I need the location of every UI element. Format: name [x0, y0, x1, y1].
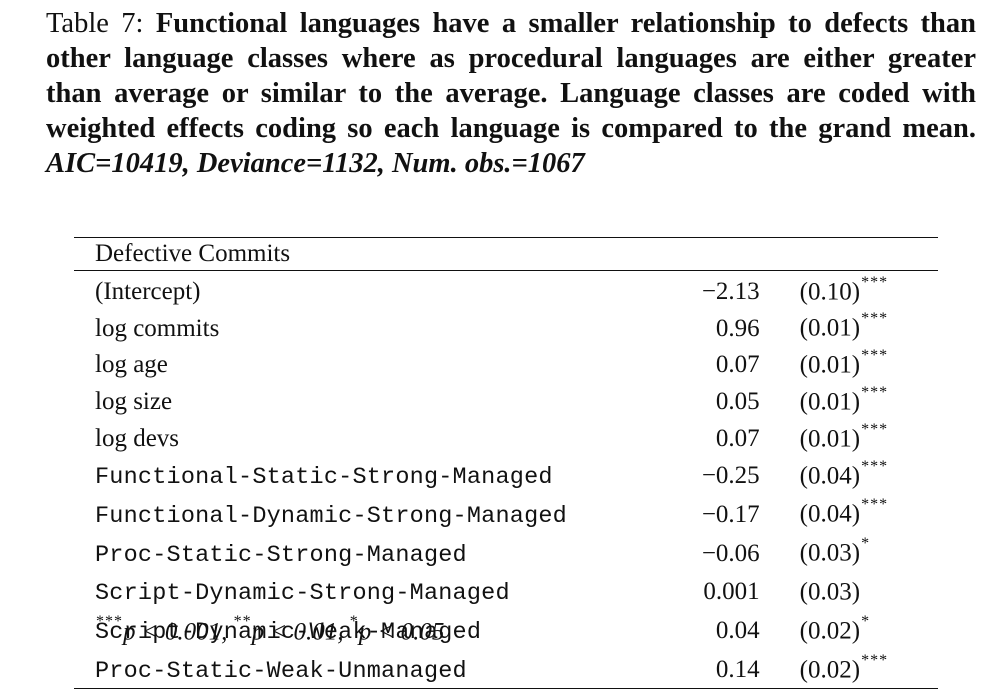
row-standard-error-cell: (0.10)***	[800, 270, 938, 307]
row-coefficient: 0.07	[715, 351, 760, 379]
row-coefficient: −0.17	[701, 500, 760, 528]
table-row: log size 0.05 (0.01)***	[74, 381, 938, 418]
footnote-text-3: p < 0.05	[358, 618, 445, 646]
table-header: Defective Commits	[74, 237, 938, 271]
row-coefficient: 0.04	[715, 617, 760, 645]
row-significance-stars: *	[861, 535, 871, 553]
row-term: (Intercept)	[95, 277, 201, 305]
table-caption: Table 7: Functional languages have a sma…	[46, 6, 976, 181]
row-term: Proc-Static-Strong-Managed	[95, 541, 467, 569]
row-term: Functional-Static-Strong-Managed	[95, 463, 553, 491]
row-significance-stars: ***	[861, 310, 889, 328]
table-row: log age 0.07 (0.01)***	[74, 344, 938, 381]
significance-footnote: ***p < 0.001, **p < 0.01, *p < 0.05	[96, 611, 444, 647]
footnote-stars-2: **	[233, 613, 252, 630]
row-significance-stars: ***	[861, 457, 889, 475]
row-significance-stars: ***	[861, 347, 889, 365]
footnote-stars-1: ***	[96, 613, 123, 630]
row-standard-error-cell: (0.02)*	[800, 610, 938, 649]
row-standard-error: (0.03)	[799, 578, 861, 606]
row-standard-error-cell: (0.01)***	[800, 418, 938, 455]
row-significance-stars: ***	[861, 383, 889, 401]
row-significance-stars: ***	[861, 496, 889, 514]
table-header-row: Defective Commits	[74, 237, 938, 271]
table-row: Proc-Static-Strong-Managed −0.06 (0.03)*	[74, 532, 938, 571]
row-coefficient: 0.14	[646, 648, 800, 689]
footnote-stars-3: *	[349, 613, 359, 630]
row-term: Proc-Static-Weak-Unmanaged	[74, 648, 647, 689]
row-term: log devs	[95, 425, 180, 453]
row-standard-error: (0.04)	[799, 500, 861, 528]
caption-label: Table 7:	[46, 8, 144, 39]
row-standard-error-cell: (0.01)***	[800, 344, 938, 381]
row-significance-stars: *	[861, 612, 871, 630]
row-term: Script-Dynamic-Weak-Managed	[95, 619, 482, 647]
caption-text: Functional languages have a smaller rela…	[46, 8, 976, 144]
table-row: (Intercept) −2.13 (0.10)***	[74, 270, 938, 307]
row-significance-stars: ***	[861, 651, 889, 669]
table-row: Functional-Static-Strong-Managed −0.25 (0.…	[74, 455, 938, 494]
row-standard-error: (0.04)	[799, 461, 861, 489]
footnote-text-2: p < 0.01,	[251, 618, 350, 646]
row-coefficient: 0.07	[715, 425, 760, 453]
row-standard-error: (0.03)	[799, 539, 861, 567]
row-standard-error-cell: (0.04)***	[800, 493, 938, 532]
row-standard-error-cell: (0.03)*	[800, 532, 938, 571]
footnote-text-1: p < 0.001,	[123, 618, 234, 646]
row-standard-error: (0.01)	[799, 314, 861, 342]
row-standard-error-cell: (0.02)***	[799, 648, 938, 689]
table-row: Functional-Dynamic-Strong-Managed −0.17 (0…	[74, 493, 938, 532]
row-coefficient: 0.96	[715, 314, 760, 342]
row-standard-error: (0.01)	[799, 351, 861, 379]
row-standard-error-cell: (0.04)***	[800, 455, 938, 494]
row-standard-error: (0.01)	[799, 388, 861, 416]
row-standard-error: (0.02)	[799, 656, 861, 684]
row-standard-error: (0.10)	[799, 277, 861, 305]
row-term: log commits	[95, 314, 220, 342]
row-coefficient: 0.001	[703, 578, 760, 606]
row-standard-error: (0.02)	[799, 617, 861, 645]
row-coefficient: 0.05	[715, 388, 760, 416]
row-coefficient: −0.25	[701, 461, 760, 489]
row-term: log size	[95, 388, 173, 416]
table-row: Script-Dynamic-Strong-Managed 0.001 (0.03)	[74, 571, 938, 610]
row-coefficient: −2.13	[701, 277, 760, 305]
row-term: log age	[95, 351, 168, 379]
row-standard-error: (0.01)	[799, 425, 861, 453]
row-standard-error-cell: (0.01)***	[800, 307, 938, 344]
caption-stats: AIC=10419, Deviance=1132, Num. obs.=1067	[46, 148, 585, 179]
row-coefficient: −0.06	[701, 539, 760, 567]
table-row: Proc-Static-Weak-Unmanaged 0.14 (0.02)***	[74, 648, 938, 689]
row-significance-stars: ***	[861, 420, 889, 438]
table-row: log devs 0.07 (0.01)***	[74, 418, 938, 455]
row-standard-error-cell: (0.01)***	[800, 381, 938, 418]
row-term: Functional-Dynamic-Strong-Managed	[95, 502, 567, 530]
row-significance-stars: ***	[861, 273, 889, 291]
table-row: log commits 0.96 (0.01)***	[74, 307, 938, 344]
table-row: Script-Dynamic-Weak-Managed 0.04 (0.02)*	[74, 610, 938, 649]
row-standard-error-cell: (0.03)	[800, 571, 938, 610]
row-term: Script-Dynamic-Strong-Managed	[95, 580, 510, 608]
